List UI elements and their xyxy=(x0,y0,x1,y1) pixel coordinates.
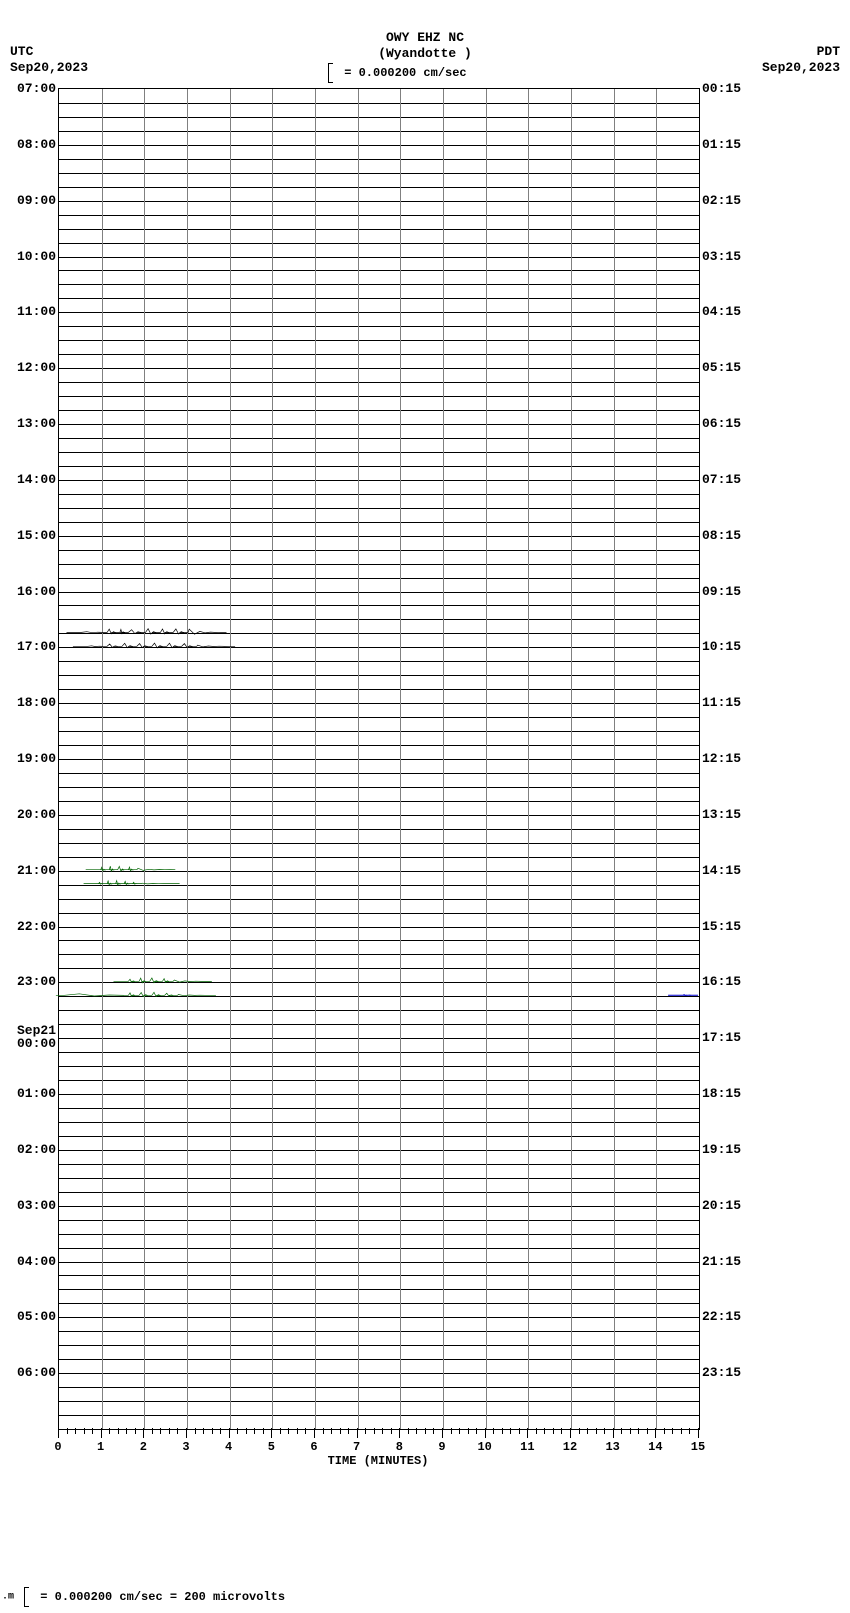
right-hour-label: 19:15 xyxy=(702,1142,741,1157)
right-date: Sep20,2023 xyxy=(762,60,840,75)
x-tick-label: 4 xyxy=(225,1440,232,1454)
left-hour-label: 08:00 xyxy=(17,137,56,152)
right-hour-label: 20:15 xyxy=(702,1198,741,1213)
left-hour-label: 10:00 xyxy=(17,249,56,264)
scale-text: = 0.000200 cm/sec xyxy=(344,66,466,80)
left-hour-label: 19:00 xyxy=(17,751,56,766)
left-tz-label: UTC xyxy=(10,44,33,59)
left-hour-label-special-2: 00:00 xyxy=(17,1036,56,1051)
left-hour-label: 03:00 xyxy=(17,1198,56,1213)
x-tick-label: 2 xyxy=(140,1440,147,1454)
left-hour-label: 23:00 xyxy=(17,974,56,989)
left-hour-label: 17:00 xyxy=(17,639,56,654)
right-hour-label: 22:15 xyxy=(702,1309,741,1324)
scale-bar-icon xyxy=(328,63,333,83)
left-hour-label: 02:00 xyxy=(17,1142,56,1157)
left-hour-label: 21:00 xyxy=(17,863,56,878)
left-hour-label: 09:00 xyxy=(17,193,56,208)
footer-scale-bar-icon xyxy=(24,1587,29,1607)
left-hour-label: 05:00 xyxy=(17,1309,56,1324)
left-hour-label: 07:00 xyxy=(17,81,56,96)
right-hour-label: 15:15 xyxy=(702,919,741,934)
right-hour-label: 17:15 xyxy=(702,1030,741,1045)
right-hour-label: 06:15 xyxy=(702,416,741,431)
title-line1: OWY EHZ NC xyxy=(386,30,464,45)
right-hour-label: 10:15 xyxy=(702,639,741,654)
left-date: Sep20,2023 xyxy=(10,60,88,75)
x-tick-label: 1 xyxy=(97,1440,104,1454)
x-tick-label: 0 xyxy=(54,1440,61,1454)
title-line2: (Wyandotte ) xyxy=(378,46,472,61)
right-hour-label: 16:15 xyxy=(702,974,741,989)
right-hour-label: 02:15 xyxy=(702,193,741,208)
left-hour-label: 22:00 xyxy=(17,919,56,934)
plot-area xyxy=(58,88,700,1430)
right-hour-label: 13:15 xyxy=(702,807,741,822)
right-hour-label: 11:15 xyxy=(702,695,741,710)
x-tick-label: 3 xyxy=(182,1440,189,1454)
x-tick-label: 5 xyxy=(268,1440,275,1454)
footer-scale-text: = 0.000200 cm/sec = 200 microvolts xyxy=(40,1590,285,1604)
x-axis-title: TIME (MINUTES) xyxy=(328,1454,429,1468)
right-hour-label: 05:15 xyxy=(702,360,741,375)
x-tick-label: 8 xyxy=(396,1440,403,1454)
x-tick-label: 14 xyxy=(648,1440,662,1454)
x-tick-label: 12 xyxy=(563,1440,577,1454)
x-tick-label: 13 xyxy=(605,1440,619,1454)
seismogram-container: OWY EHZ NC (Wyandotte ) = 0.000200 cm/se… xyxy=(0,0,850,1613)
x-tick-label: 10 xyxy=(477,1440,491,1454)
right-hour-label: 01:15 xyxy=(702,137,741,152)
x-tick-label: 6 xyxy=(310,1440,317,1454)
right-hour-label: 18:15 xyxy=(702,1086,741,1101)
right-hour-label: 23:15 xyxy=(702,1365,741,1380)
left-hour-label: 04:00 xyxy=(17,1254,56,1269)
footer-scale: .m = 0.000200 cm/sec = 200 microvolts xyxy=(2,1587,285,1607)
left-hour-label: 01:00 xyxy=(17,1086,56,1101)
x-tick-label: 9 xyxy=(438,1440,445,1454)
left-hour-label: 11:00 xyxy=(17,304,56,319)
left-hour-label: 14:00 xyxy=(17,472,56,487)
x-tick-label: 15 xyxy=(691,1440,705,1454)
right-hour-label: 04:15 xyxy=(702,304,741,319)
left-hour-label: 12:00 xyxy=(17,360,56,375)
left-hour-label: 06:00 xyxy=(17,1365,56,1380)
right-hour-label: 09:15 xyxy=(702,584,741,599)
right-hour-label: 12:15 xyxy=(702,751,741,766)
left-hour-label: 13:00 xyxy=(17,416,56,431)
left-hour-label: 20:00 xyxy=(17,807,56,822)
right-hour-label: 08:15 xyxy=(702,528,741,543)
x-tick-label: 11 xyxy=(520,1440,534,1454)
left-hour-label: 16:00 xyxy=(17,584,56,599)
scale-indicator: = 0.000200 cm/sec xyxy=(328,63,467,83)
right-hour-label: 03:15 xyxy=(702,249,741,264)
footer-prefix: .m xyxy=(2,1592,20,1603)
left-hour-label: 18:00 xyxy=(17,695,56,710)
right-hour-label: 21:15 xyxy=(702,1254,741,1269)
right-hour-label: 07:15 xyxy=(702,472,741,487)
right-tz-label: PDT xyxy=(817,44,840,59)
right-hour-label: 00:15 xyxy=(702,81,741,96)
left-hour-label: 15:00 xyxy=(17,528,56,543)
right-hour-label: 14:15 xyxy=(702,863,741,878)
x-tick-label: 7 xyxy=(353,1440,360,1454)
